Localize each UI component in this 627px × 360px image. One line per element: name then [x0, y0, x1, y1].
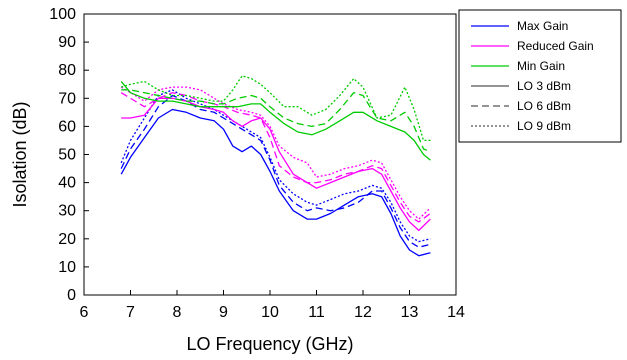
legend: Max Gain Reduced Gain Min Gain LO 3 dBm LO 6… [458, 9, 622, 143]
axes [83, 13, 457, 296]
y-tick-label: 20 [58, 231, 76, 248]
x-tick-label: 12 [354, 304, 372, 321]
x-tick-label: 6 [80, 304, 89, 321]
series-line-min-gain-lo-3-dbm [120, 80, 431, 161]
x-tick-label: 7 [126, 304, 135, 321]
legend-label: Min Gain [517, 59, 565, 73]
legend-label: Max Gain [517, 19, 568, 33]
y-axis-label: Isolation (dB) [10, 101, 30, 207]
legend-label: LO 6 dBm [517, 99, 571, 113]
plot-area [83, 13, 457, 296]
x-tick-label: 10 [261, 304, 279, 321]
x-axis-label: LO Frequency (GHz) [186, 334, 353, 354]
y-tick-label: 10 [58, 259, 76, 276]
y-tick-label: 80 [58, 62, 76, 79]
y-tick-label: 50 [58, 147, 76, 164]
series-line-reduced-gain-lo-9-dbm [120, 86, 431, 220]
x-tick-label: 11 [308, 304, 325, 321]
legend-label: Reduced Gain [517, 39, 594, 53]
plot-frame [83, 13, 457, 296]
legend-label: LO 9 dBm [517, 119, 571, 133]
x-tick-label: 13 [401, 304, 419, 321]
series-line-min-gain-lo-9-dbm [121, 75, 431, 142]
y-tick-label: 30 [58, 203, 76, 220]
series-line-max-gain-lo-3-dbm [120, 108, 431, 257]
legend-label: LO 3 dBm [517, 79, 571, 93]
x-tick-label: 8 [173, 304, 182, 321]
y-tick-label: 100 [49, 6, 76, 23]
y-tick-label: 60 [58, 118, 76, 135]
x-tick-label: 9 [219, 304, 228, 321]
legend-box [458, 9, 622, 143]
y-tick-label: 0 [67, 287, 76, 304]
y-tick-label: 70 [58, 90, 76, 107]
x-tick-label: 14 [447, 304, 465, 321]
tick-labels: 0 10 20 30 40 50 60 70 80 90 100 6 7 8 9 10 11 12 13 14 [49, 6, 465, 321]
y-tick-label: 40 [58, 175, 76, 192]
series-line-reduced-gain-lo-6-dbm [120, 92, 431, 223]
series-line-max-gain-lo-9-dbm [120, 89, 431, 243]
series-layer [120, 75, 431, 257]
y-tick-label: 90 [58, 34, 76, 51]
